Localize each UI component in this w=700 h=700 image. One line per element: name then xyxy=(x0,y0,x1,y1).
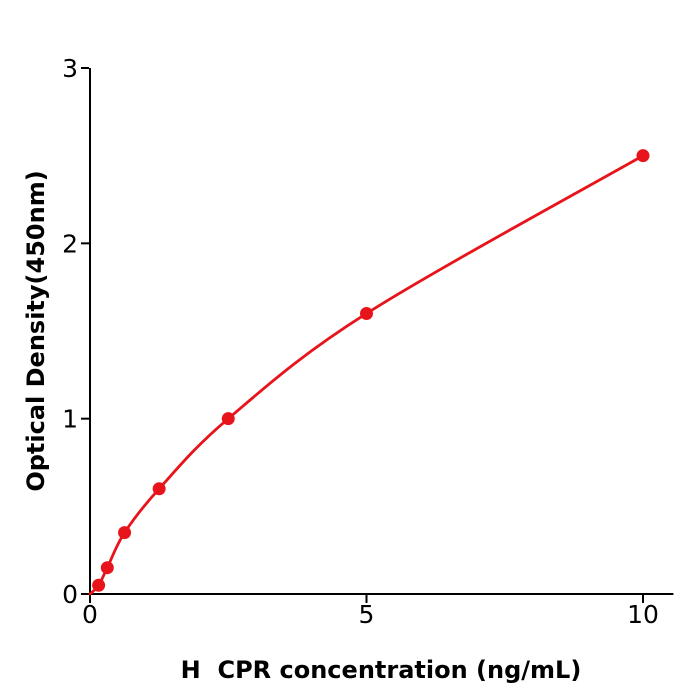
data-point xyxy=(221,412,235,426)
data-point xyxy=(152,482,166,496)
data-point xyxy=(118,526,132,540)
y-tick-label: 2 xyxy=(62,229,78,258)
x-tick-label: 5 xyxy=(359,600,375,629)
y-axis: 0 1 2 3 xyxy=(62,54,91,609)
x-tick-label: 0 xyxy=(82,600,98,629)
y-tick-label: 0 xyxy=(62,580,78,609)
data-point xyxy=(360,306,373,320)
fitted-curve-line xyxy=(88,154,645,596)
y-tick-label: 1 xyxy=(62,405,78,434)
data-point xyxy=(100,561,114,575)
data-points xyxy=(92,149,650,592)
y-tick-label: 3 xyxy=(62,54,78,83)
data-point xyxy=(636,149,650,163)
y-axis-label: Optical Density(450nm) xyxy=(22,170,50,491)
data-point xyxy=(92,578,106,592)
x-axis: 0 5 10 xyxy=(82,593,674,629)
x-axis-label: H CPR concentration (ng/mL) xyxy=(181,656,582,684)
x-tick-label: 10 xyxy=(627,600,659,629)
